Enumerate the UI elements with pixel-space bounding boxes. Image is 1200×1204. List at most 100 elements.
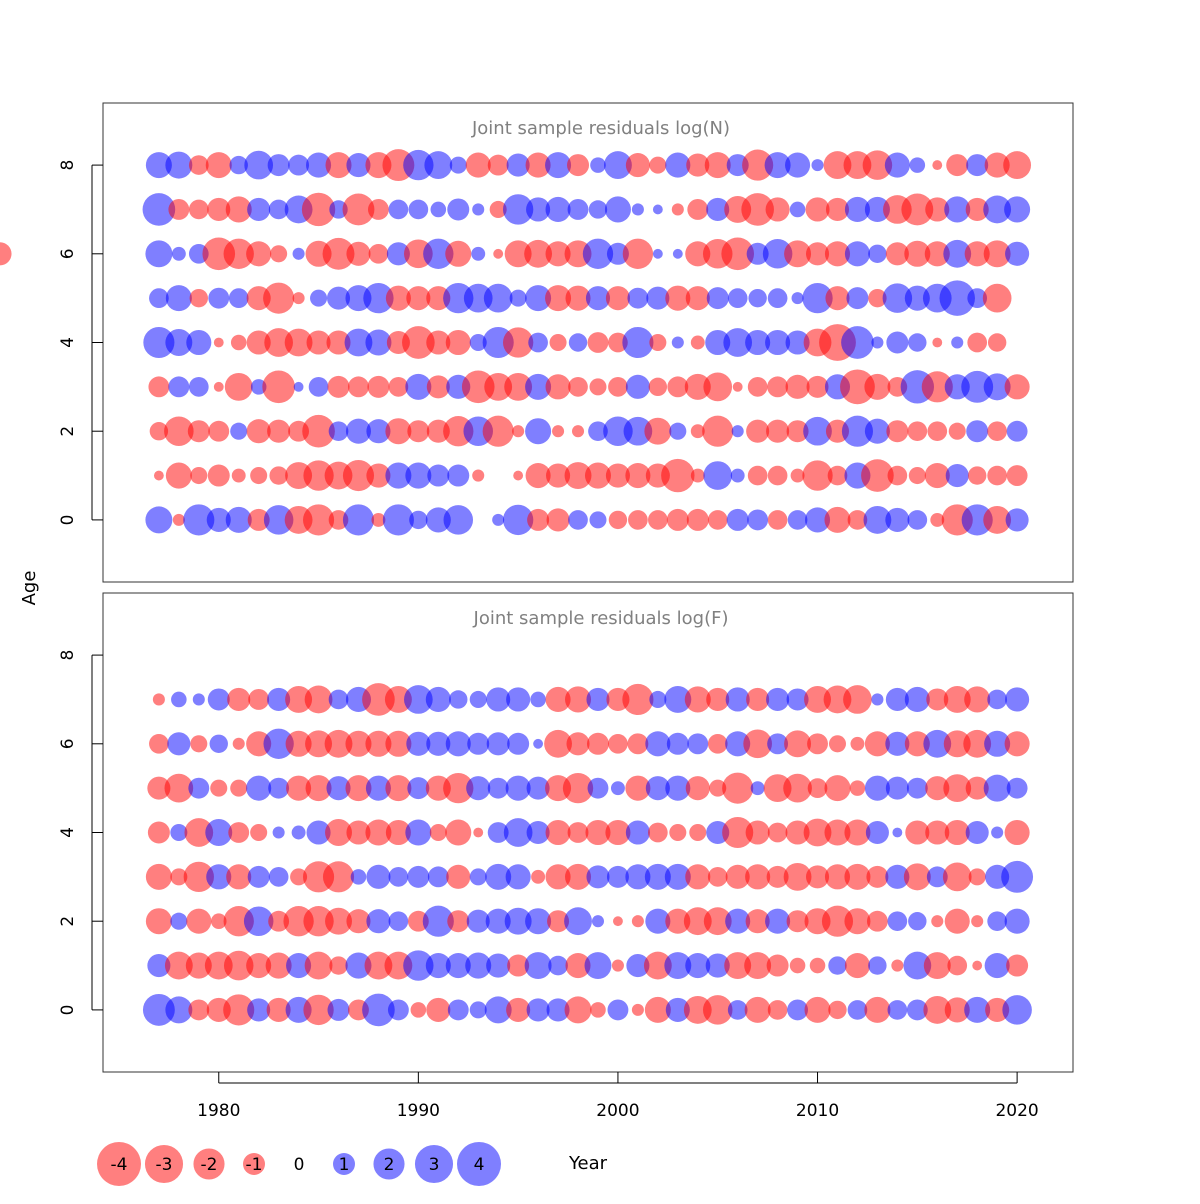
residual-bubble	[987, 333, 1007, 352]
residual-bubble	[525, 463, 551, 489]
residual-bubble	[631, 203, 644, 216]
residual-bubble	[903, 951, 932, 980]
residual-bubble	[1005, 241, 1030, 266]
residual-bubble	[704, 152, 731, 179]
residual-bubble	[325, 819, 352, 846]
residual-bubble	[684, 686, 711, 713]
residual-bubble	[765, 329, 791, 356]
residual-bubble	[588, 200, 608, 219]
legend-label: 0	[294, 1155, 305, 1175]
residual-bubble	[605, 286, 630, 311]
residual-bubble	[507, 732, 530, 755]
residual-bubble	[328, 421, 349, 442]
residual-bubble	[147, 821, 170, 844]
residual-bubble	[784, 240, 812, 268]
residual-bubble	[725, 687, 750, 712]
residual-bubble	[485, 863, 512, 890]
residual-bubble	[426, 731, 451, 756]
residual-bubble	[165, 329, 193, 356]
residual-bubble	[342, 459, 375, 492]
residual-bubble	[186, 329, 212, 356]
residual-bubble	[807, 778, 828, 798]
residual-bubble	[1005, 508, 1029, 532]
residual-bubble	[622, 238, 654, 269]
x-axis: 1980 1990 2000 2010 2020	[197, 1072, 1039, 1121]
residual-bubble	[626, 954, 650, 978]
residual-bubble	[608, 510, 628, 530]
residual-bubble	[702, 415, 734, 447]
residual-bubble	[727, 1000, 748, 1020]
residual-bubble	[545, 196, 571, 222]
residual-bubble	[487, 777, 509, 799]
residual-bubble	[743, 729, 772, 759]
residual-bubble	[426, 997, 451, 1022]
residual-bubble	[944, 908, 970, 934]
residual-bubble	[426, 286, 451, 311]
residual-bubble	[423, 238, 454, 269]
residual-bubble	[847, 510, 868, 530]
residual-bubble	[230, 422, 248, 440]
residual-bubble	[567, 822, 589, 843]
residual-bubble	[350, 869, 367, 885]
residual-bubble	[461, 370, 495, 404]
residual-bubble	[487, 154, 509, 176]
residual-bubble	[473, 827, 484, 838]
legend: -4 -3 -2 -1 0 1 2 3 4	[97, 1142, 501, 1186]
residual-bubble	[487, 822, 509, 843]
residual-bubble	[587, 777, 609, 799]
residual-bubble	[983, 240, 1011, 268]
residual-bubble	[152, 693, 165, 706]
residual-bubble	[247, 508, 270, 531]
residual-bubble	[644, 996, 671, 1023]
residual-bubble	[649, 333, 667, 352]
y-tick-label: 8	[58, 160, 78, 171]
residual-bubble	[171, 246, 186, 261]
residual-bubble	[904, 686, 930, 712]
residual-bubble	[931, 915, 944, 928]
residual-bubble	[227, 687, 251, 711]
residual-bubble	[467, 732, 490, 755]
residual-bubble	[652, 204, 663, 215]
residual-bubble	[631, 1003, 644, 1016]
y-tick-label: 2	[58, 916, 78, 927]
residual-bubble	[784, 730, 812, 758]
residual-bubble	[584, 952, 612, 980]
residual-bubble	[410, 1002, 427, 1018]
residual-bubble	[366, 909, 391, 934]
residual-bubble	[627, 287, 649, 309]
residual-bubble	[346, 153, 371, 178]
residual-bubble	[909, 157, 926, 173]
legend-label: -1	[246, 1155, 263, 1175]
residual-bubble	[290, 868, 308, 886]
residual-bubble	[365, 730, 392, 757]
x-tick-label: 1990	[397, 1101, 440, 1121]
residual-bubble	[613, 916, 623, 927]
residual-bubble	[408, 199, 429, 220]
residual-bubble	[908, 912, 927, 931]
residual-bubble	[625, 374, 650, 399]
residual-bubble	[666, 508, 689, 531]
residual-bubble	[385, 418, 412, 445]
residual-bubble	[747, 509, 769, 531]
residual-bubble	[591, 915, 605, 928]
residual-bubble	[821, 905, 854, 937]
residual-bubble	[263, 505, 294, 535]
legend-label: -4	[111, 1155, 128, 1175]
residual-bubble	[590, 1002, 606, 1018]
residual-bubble	[225, 506, 252, 533]
residual-bubble	[622, 326, 654, 359]
residual-bubble	[306, 330, 331, 355]
residual-bubble	[426, 375, 450, 399]
residual-bubble	[425, 507, 451, 533]
residual-bubble	[903, 863, 931, 891]
residual-bubble	[767, 822, 788, 843]
residual-bubble	[345, 952, 372, 979]
residual-bubble	[562, 772, 594, 804]
residual-bubble	[546, 508, 570, 532]
residual-bubble	[843, 685, 872, 714]
residual-bubble	[344, 328, 373, 357]
residual-bubble	[648, 377, 668, 397]
residual-bubble	[164, 773, 194, 803]
residual-bubble	[268, 867, 289, 887]
residual-bubble	[427, 464, 450, 487]
